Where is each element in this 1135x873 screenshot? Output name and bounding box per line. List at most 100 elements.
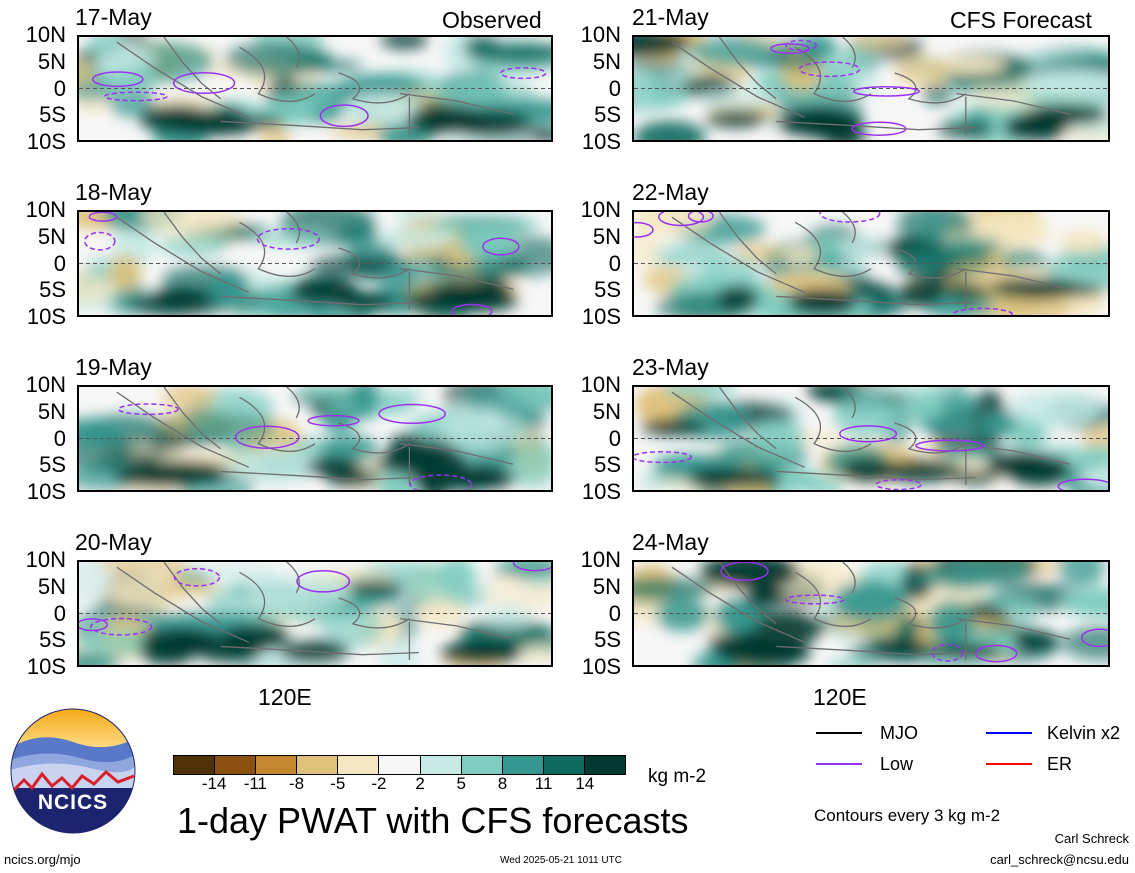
- lat-label: 10N: [580, 197, 621, 222]
- lat-label: 0: [53, 250, 66, 276]
- lat-label: 10N: [580, 372, 621, 397]
- panel-date: 19-May: [75, 354, 152, 380]
- contours-note: Contours every 3 kg m-2: [814, 806, 1001, 825]
- pwat-map: [632, 560, 1110, 667]
- panel-date: 23-May: [632, 354, 709, 380]
- legend-label-er: ER: [1047, 754, 1073, 774]
- forecast-column-label: CFS Forecast: [950, 7, 1092, 33]
- colorbar-tick-label: 5: [456, 774, 466, 793]
- ncics-logo[interactable]: NCICS: [10, 708, 136, 834]
- pwat-field: [634, 212, 1108, 315]
- lat-label: 10N: [580, 22, 621, 47]
- lat-label: 10S: [581, 129, 621, 154]
- lat-label: 10N: [25, 197, 66, 222]
- colorbar-tick-label: -2: [371, 774, 387, 793]
- lat-label: 0: [53, 75, 66, 101]
- footer-timestamp: Wed 2025-05-21 1011 UTC: [500, 855, 622, 866]
- pwat-field: [79, 562, 551, 665]
- pwat-field: [634, 37, 1108, 140]
- pwat-field: [634, 387, 1108, 490]
- lat-label: 5N: [592, 48, 621, 74]
- panel-date: 22-May: [632, 179, 709, 205]
- colorbar-segment: [338, 756, 380, 774]
- colorbar-segment: [256, 756, 298, 774]
- lat-label: 10S: [26, 654, 66, 679]
- pwat-field: [79, 37, 551, 140]
- colorbar: [173, 755, 626, 775]
- lat-label: 5N: [592, 573, 621, 599]
- observed-column-label: Observed: [442, 7, 542, 33]
- lon-label-observed: 120E: [258, 684, 312, 710]
- legend-swatch-kelvin: [986, 732, 1032, 734]
- pwat-map: [632, 210, 1110, 317]
- lat-label: 10S: [581, 654, 621, 679]
- colorbar-tick-label: 11: [534, 774, 553, 793]
- colorbar-tick-label: -8: [288, 774, 305, 793]
- lat-label: 10S: [26, 304, 66, 329]
- lat-label: 5S: [594, 452, 621, 478]
- lat-label: 10N: [580, 547, 621, 572]
- logo-text: NCICS: [37, 791, 109, 814]
- colorbar-tick-label: -14: [201, 774, 227, 793]
- main-title: 1-day PWAT with CFS forecasts: [177, 800, 689, 841]
- lat-label: 0: [608, 600, 621, 626]
- lat-label: 5N: [592, 398, 621, 424]
- legend-swatch-mjo: [816, 732, 862, 734]
- colorbar-segment: [584, 756, 626, 774]
- panel-date: 24-May: [632, 529, 709, 555]
- pwat-map: [632, 385, 1110, 492]
- colorbar-tick-label: 2: [415, 774, 425, 793]
- pwat-map: [77, 560, 553, 667]
- lat-label: 5S: [594, 277, 621, 303]
- lat-label: 5N: [592, 223, 621, 249]
- lat-label: 5S: [594, 627, 621, 653]
- lat-label: 5S: [39, 627, 66, 653]
- panel-date: 17-May: [75, 4, 152, 30]
- pwat-field: [79, 212, 551, 315]
- pwat-map: [632, 35, 1110, 142]
- panel-date: 18-May: [75, 179, 152, 205]
- pwat-map: [77, 35, 553, 142]
- lat-label: 0: [53, 425, 66, 451]
- pwat-field: [79, 387, 551, 490]
- lon-label-forecast: 120E: [813, 684, 867, 710]
- lat-label: 0: [608, 250, 621, 276]
- colorbar-segment: [379, 756, 421, 774]
- lat-label: 10N: [25, 22, 66, 47]
- colorbar-unit: kg m-2: [648, 766, 707, 787]
- footer-author: Carl Schreck: [1054, 831, 1129, 846]
- colorbar-segment: [502, 756, 544, 774]
- footer-email[interactable]: carl_schreck@ncsu.edu: [990, 852, 1129, 867]
- colorbar-tick-label: 14: [575, 774, 595, 793]
- lat-label: 5N: [37, 398, 66, 424]
- lat-label: 5N: [37, 573, 66, 599]
- pwat-field: [634, 562, 1108, 665]
- lat-label: 10S: [581, 479, 621, 504]
- legend-swatch-er: [986, 763, 1032, 765]
- pwat-map: [77, 385, 553, 492]
- lat-label: 5S: [39, 452, 66, 478]
- lat-label: 5N: [37, 48, 66, 74]
- colorbar-segment: [297, 756, 339, 774]
- panel-date: 20-May: [75, 529, 152, 555]
- lat-label: 5N: [37, 223, 66, 249]
- colorbar-tick-label: 8: [497, 774, 508, 793]
- footer-url[interactable]: ncics.org/mjo: [4, 852, 81, 867]
- colorbar-segment: [215, 756, 257, 774]
- lat-label: 5S: [39, 277, 66, 303]
- colorbar-segment: [543, 756, 585, 774]
- lat-label: 10S: [581, 304, 621, 329]
- lat-label: 0: [608, 425, 621, 451]
- lat-label: 10S: [26, 129, 66, 154]
- legend-label-mjo: MJO: [880, 723, 918, 743]
- lat-label: 10N: [25, 547, 66, 572]
- colorbar-tick-label: -11: [243, 774, 268, 793]
- legend-label-low: Low: [880, 754, 914, 774]
- lat-label: 5S: [39, 102, 66, 128]
- colorbar-segment: [420, 756, 462, 774]
- lat-label: 10S: [26, 479, 66, 504]
- lat-label: 0: [53, 600, 66, 626]
- colorbar-tick-label: -5: [330, 774, 346, 793]
- legend-label-kelvin: Kelvin x2: [1047, 723, 1121, 743]
- pwat-map: [77, 210, 553, 317]
